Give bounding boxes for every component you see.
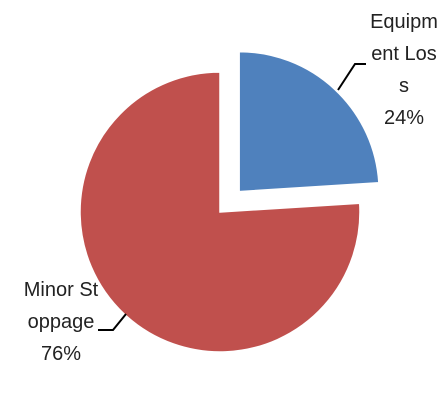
slice-label: Equipment Loss 24% xyxy=(370,6,437,134)
leader-line xyxy=(337,63,366,91)
category-label: Minor Stoppage xyxy=(23,279,99,333)
pie-slice xyxy=(238,50,380,193)
value-label: 24% xyxy=(383,107,425,129)
slice-label: Minor Stoppage 76% xyxy=(20,274,102,370)
leader-line xyxy=(98,313,127,331)
pie-slice xyxy=(79,71,361,353)
value-label: 76% xyxy=(40,343,82,365)
category-label: Equipment Loss xyxy=(370,11,437,97)
